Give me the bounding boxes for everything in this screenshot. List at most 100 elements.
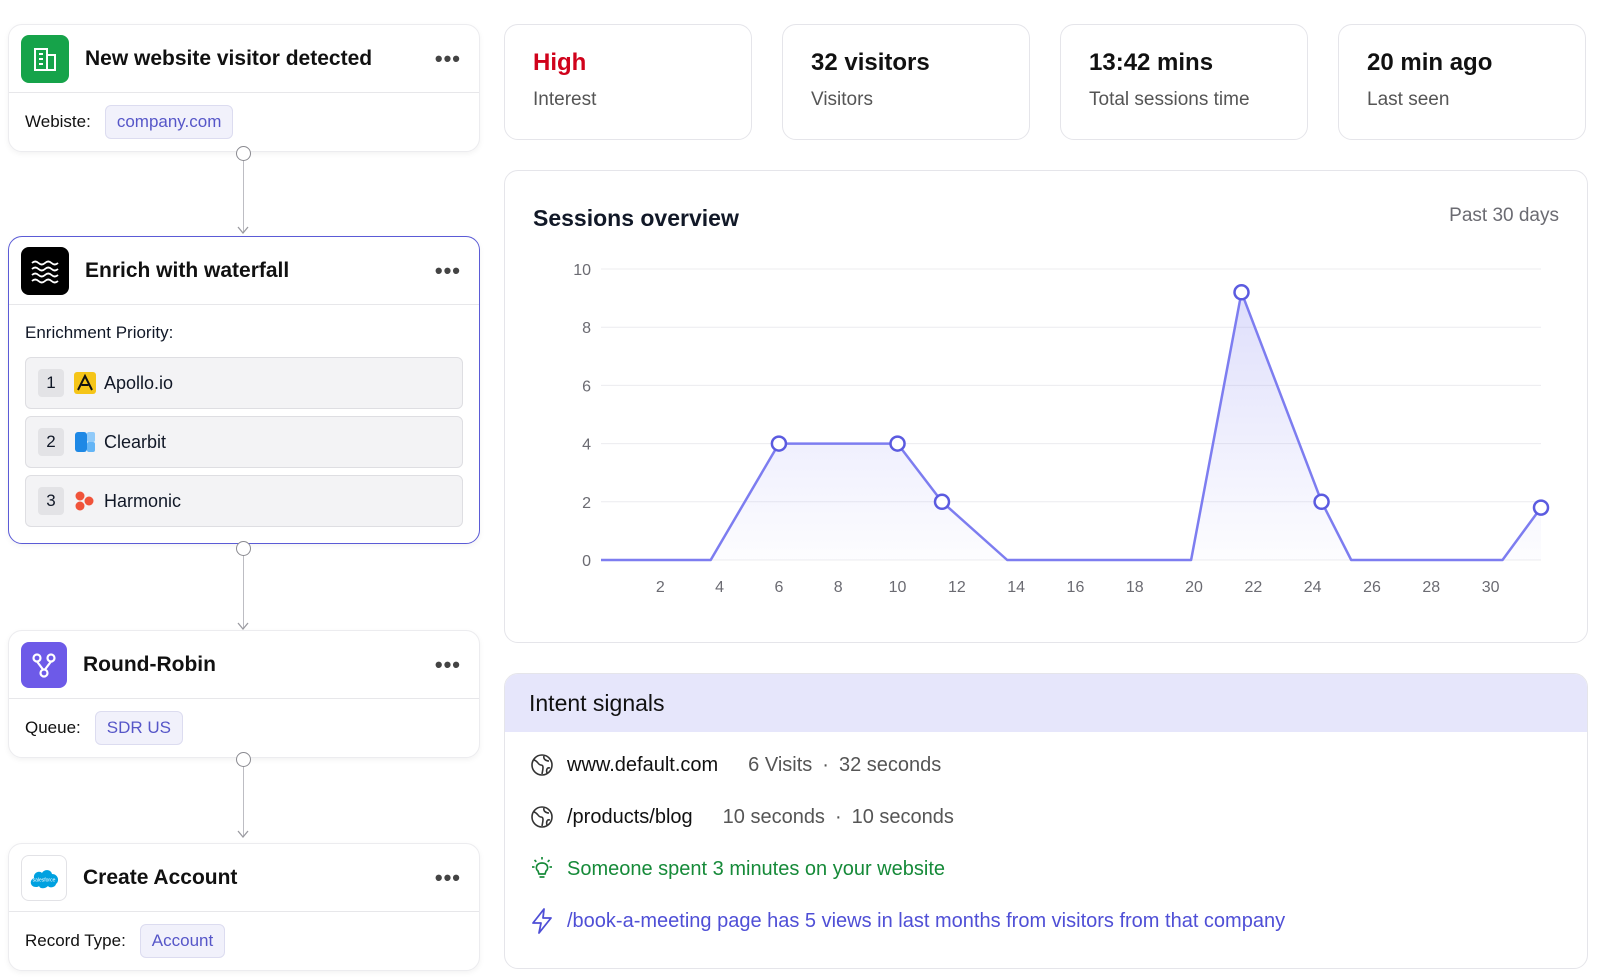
signal-row[interactable]: /products/blog 10 seconds · 10 seconds	[529, 804, 954, 830]
connector-dot[interactable]	[236, 146, 251, 161]
x-tick-label: 10	[889, 579, 907, 596]
round-robin-header: Round-Robin •••	[9, 631, 479, 699]
visitors-value: 32 visitors	[811, 49, 930, 76]
enrich-title: Enrich with waterfall	[85, 258, 290, 282]
signal-separator: ·	[822, 753, 829, 776]
x-tick-label: 26	[1363, 579, 1381, 596]
arrow-down-icon	[237, 830, 249, 838]
connector-line	[243, 161, 244, 233]
data-point	[933, 493, 951, 511]
signal-visits: 10 seconds	[722, 805, 825, 828]
enrich-header: Enrich with waterfall •••	[9, 237, 479, 305]
x-tick-label: 16	[1067, 579, 1085, 596]
connector-line	[243, 767, 244, 837]
connector-line	[243, 556, 244, 628]
branch-icon	[21, 641, 67, 688]
x-tick-label: 4	[715, 579, 724, 596]
last-seen-value: 20 min ago	[1367, 49, 1493, 76]
data-point	[1532, 499, 1550, 516]
intent-signals-title: Intent signals	[505, 674, 1587, 732]
session-time-value: 13:42 mins	[1089, 49, 1214, 76]
lightning-icon	[529, 908, 555, 934]
stat-card-session-time: 13:42 mins Total sessions time	[1060, 24, 1308, 140]
y-tick-label: 0	[582, 553, 591, 570]
connector-dot[interactable]	[236, 752, 251, 767]
x-tick-label: 8	[834, 579, 843, 596]
record-type-label: Record Type:	[25, 931, 126, 950]
data-point	[1233, 284, 1250, 301]
enrich-more-button[interactable]: •••	[434, 257, 461, 283]
enrich-card[interactable]: Enrich with waterfall ••• Enrichment Pri…	[8, 236, 480, 544]
alert-row[interactable]: /book-a-meeting page has 5 views in last…	[529, 908, 1285, 934]
provider-item-apollo[interactable]: 1 Apollo.io	[25, 357, 463, 409]
provider-name: Clearbit	[104, 431, 167, 452]
x-tick-label: 22	[1244, 579, 1262, 596]
provider-rank: 3	[38, 487, 64, 515]
round-robin-more-button[interactable]: •••	[434, 651, 461, 677]
connector-dot[interactable]	[236, 541, 251, 556]
x-tick-label: 6	[774, 579, 783, 596]
interest-label: Interest	[533, 89, 597, 110]
visitors-label: Visitors	[811, 89, 873, 110]
create-account-card[interactable]: salesforce Create Account ••• Record Typ…	[8, 843, 480, 971]
lightbulb-icon	[529, 856, 555, 882]
building-icon	[21, 34, 69, 83]
y-tick-label: 2	[582, 495, 591, 512]
arrow-down-icon	[237, 226, 249, 234]
record-type-chip[interactable]: Account	[139, 924, 226, 958]
trigger-body: Webiste: company.com	[9, 93, 479, 151]
trigger-card[interactable]: New website visitor detected ••• Webiste…	[8, 24, 480, 152]
waves-icon	[21, 246, 69, 295]
stat-card-interest: High Interest	[504, 24, 752, 140]
website-chip[interactable]: company.com	[104, 105, 234, 139]
stat-card-visitors: 32 visitors Visitors	[782, 24, 1030, 140]
data-point	[1313, 493, 1330, 511]
series-area	[601, 292, 1541, 560]
create-account-header: salesforce Create Account •••	[9, 844, 479, 912]
provider-item-clearbit[interactable]: 2 Clearbit	[25, 416, 463, 468]
provider-name: Harmonic	[104, 490, 182, 511]
round-robin-card[interactable]: Round-Robin ••• Queue: SDR US	[8, 630, 480, 758]
queue-chip[interactable]: SDR US	[94, 711, 183, 745]
arrow-down-icon	[237, 622, 249, 630]
session-time-label: Total sessions time	[1089, 89, 1250, 110]
provider-name: Apollo.io	[104, 372, 174, 393]
globe-icon	[529, 804, 555, 830]
provider-item-harmonic[interactable]: 3 Harmonic	[25, 475, 463, 527]
signal-row[interactable]: www.default.com 6 Visits · 32 seconds	[529, 752, 941, 778]
series-line	[601, 291, 1543, 562]
harmonic-logo-icon	[74, 490, 96, 512]
x-tick-label: 28	[1422, 579, 1440, 596]
intent-signals-card: Intent signals www.default.com 6 Visits …	[504, 673, 1588, 969]
signal-visits: 6 Visits	[748, 753, 813, 776]
y-tick-label: 10	[573, 262, 591, 279]
signal-site: /products/blog	[567, 805, 693, 828]
x-tick-label: 12	[948, 579, 966, 596]
sessions-overview-card: 0 2 4 6 8 10 2 4 6 8 10 12 14 16 18 20 22 24 26 28 30 Sessio…	[504, 170, 1588, 643]
website-label: Webiste:	[25, 112, 91, 131]
x-tick-label: 24	[1304, 579, 1322, 596]
data-point	[770, 435, 788, 452]
chart-range-selector[interactable]: Past 30 days	[1449, 205, 1559, 226]
signal-separator: ·	[834, 805, 842, 828]
apollo-logo-icon	[74, 372, 96, 394]
signal-duration: 10 seconds	[851, 805, 954, 828]
create-account-title: Create Account	[83, 865, 238, 889]
y-tick-label: 8	[582, 320, 591, 337]
signal-site: www.default.com	[567, 753, 719, 776]
create-account-body: Record Type: Account	[9, 912, 479, 970]
salesforce-logo-icon: salesforce	[21, 854, 67, 901]
stat-card-last-seen: 20 min ago Last seen	[1338, 24, 1586, 140]
globe-icon	[529, 752, 555, 778]
insight-text: Someone spent 3 minutes on your website	[567, 857, 945, 880]
trigger-more-button[interactable]: •••	[434, 45, 461, 71]
salesforce-logo-text: salesforce	[33, 877, 56, 883]
x-tick-label: 2	[656, 579, 665, 596]
enrich-body: Enrichment Priority: 1 Apollo.io 2 Clear…	[9, 305, 479, 550]
last-seen-label: Last seen	[1367, 89, 1450, 110]
create-account-more-button[interactable]: •••	[434, 864, 461, 890]
interest-value: High	[533, 49, 587, 76]
insight-row[interactable]: Someone spent 3 minutes on your website	[529, 856, 945, 882]
clearbit-logo-icon	[74, 431, 96, 453]
